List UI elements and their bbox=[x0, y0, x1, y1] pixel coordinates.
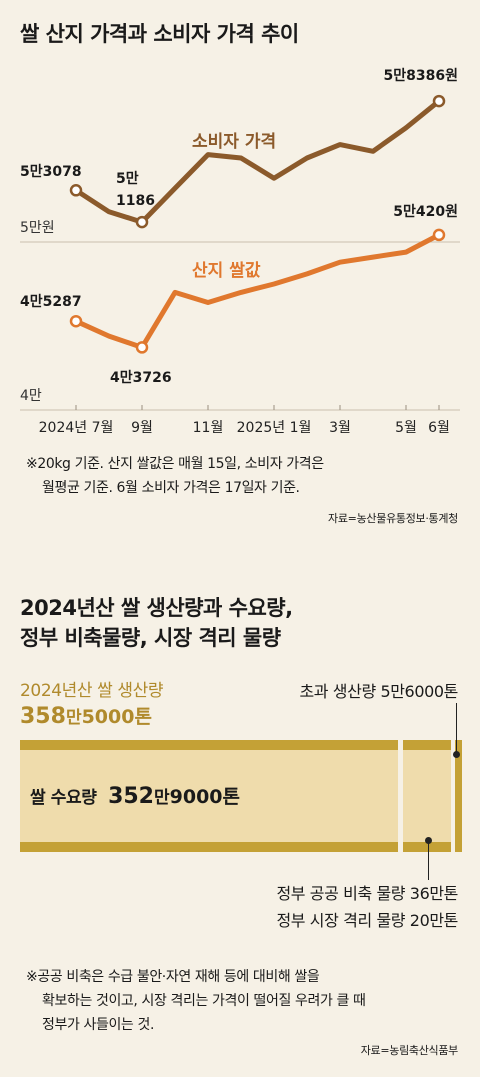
data-point-consumer bbox=[432, 94, 446, 108]
series-label-farm: 산지 쌀값 bbox=[192, 261, 261, 281]
production-value-unit: 만 bbox=[65, 708, 82, 728]
data-point-farm bbox=[69, 314, 83, 328]
surplus-leader-line bbox=[456, 703, 457, 755]
production-value-rest: 5000톤 bbox=[81, 706, 152, 728]
data-point-consumer bbox=[135, 215, 149, 229]
chart2-source: 자료=농림축산식품부 bbox=[360, 1044, 459, 1057]
x-tick-label: 9월 bbox=[131, 420, 153, 436]
reserve-leader-dot bbox=[425, 837, 432, 844]
chart2-title-2: 정부 비축물량, 시장 격리 물량 bbox=[20, 626, 281, 650]
chart1-note-2: 월평균 기준. 6월 소비자 가격은 17일자 기준. bbox=[42, 480, 300, 496]
x-tick-label: 2025년 1월 bbox=[237, 420, 312, 436]
isolation-segment bbox=[403, 750, 451, 842]
demand-label-group: 쌀 수요량 352만9000톤 bbox=[30, 782, 240, 809]
chart2-title-1: 2024년산 쌀 생산량과 수요량, bbox=[20, 596, 293, 620]
isolation-label: 정부 시장 격리 물량 20만톤 bbox=[276, 911, 458, 930]
annot-consumer-low-2: 1186 bbox=[116, 193, 155, 209]
x-tick-label: 2024년 7월 bbox=[39, 420, 114, 436]
demand-label: 쌀 수요량 bbox=[30, 788, 97, 808]
annot-farm-start: 4만5287 bbox=[20, 294, 82, 310]
production-value-number: 358 bbox=[20, 704, 66, 729]
chart1-title: 쌀 산지 가격과 소비자 가격 추이 bbox=[20, 22, 299, 46]
x-tick-label: 3월 bbox=[329, 420, 351, 436]
chart2-note-2: 확보하는 것이고, 시장 격리는 가격이 떨어질 우려가 클 때 bbox=[42, 993, 366, 1009]
bar-divider-1 bbox=[398, 740, 403, 852]
x-tick-label: 5월 bbox=[395, 420, 417, 436]
annot-consumer-low-1: 5만 bbox=[116, 171, 139, 187]
chart2-note-1: ※공공 비축은 수급 불안·자연 재해 등에 대비해 쌀을 bbox=[26, 969, 320, 985]
annot-consumer-start: 5만3078 bbox=[20, 164, 82, 180]
chart1-note-1: ※20kg 기준. 산지 쌀값은 매월 15일, 소비자 가격은 bbox=[26, 456, 324, 472]
reserve-label: 정부 공공 비축 물량 36만톤 bbox=[276, 884, 458, 903]
demand-value-unit: 만 bbox=[154, 788, 170, 808]
data-point-farm bbox=[135, 341, 149, 354]
x-tick-label: 6월 bbox=[428, 420, 450, 436]
y-label-40000: 4만 bbox=[20, 388, 42, 404]
demand-value-number: 352 bbox=[108, 784, 154, 809]
x-tick-label: 11월 bbox=[193, 420, 224, 436]
series-line-farm bbox=[73, 232, 442, 350]
surplus-leader-dot bbox=[453, 751, 460, 758]
chart2-note-3: 정부가 사들이는 것. bbox=[42, 1017, 154, 1033]
bar-divider-2 bbox=[451, 740, 455, 852]
line-chart: 2024년 7월 9월 11월 2025년 1월 3월 5월 6월 5만원 4만 소비자 가… bbox=[20, 68, 460, 436]
production-label: 2024년산 쌀 생산량 bbox=[20, 681, 164, 701]
annot-consumer-end: 5만8386원 bbox=[384, 68, 458, 84]
data-point-farm bbox=[432, 228, 446, 242]
demand-value-rest: 9000톤 bbox=[169, 786, 241, 808]
series-label-consumer: 소비자 가격 bbox=[192, 132, 276, 152]
production-value: 358만5000톤 bbox=[20, 702, 152, 729]
chart1-source: 자료=농산물유통정보·통계청 bbox=[328, 512, 458, 525]
data-point-consumer bbox=[69, 184, 83, 197]
surplus-label: 초과 생산량 5만6000톤 bbox=[299, 682, 458, 701]
y-label-50000: 5만원 bbox=[20, 220, 55, 236]
demand-bar bbox=[20, 750, 398, 842]
annot-farm-low: 4만3726 bbox=[110, 370, 172, 386]
annot-farm-end: 5만420원 bbox=[393, 204, 458, 220]
reserve-leader-line bbox=[428, 840, 429, 880]
